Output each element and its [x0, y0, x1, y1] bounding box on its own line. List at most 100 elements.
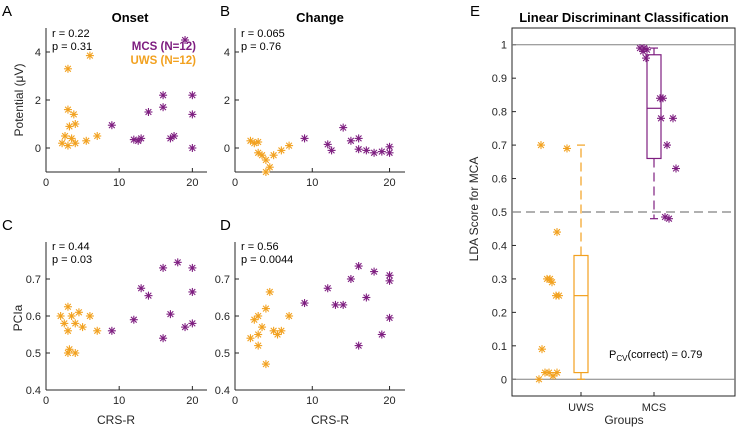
chart-a-mcs-point-0-stroke-3	[108, 121, 116, 129]
chart-a-mcs-point-5-stroke-3	[159, 91, 167, 99]
x-axis-label-crsr-c: CRS-R	[97, 413, 135, 427]
chart-c-uws-point-6	[67, 312, 76, 320]
chart-e-mcs-point-9-stroke-3	[663, 141, 671, 149]
chart-a-mcs-point-11	[188, 110, 197, 119]
chart-b-mcs-point-0	[300, 134, 309, 143]
chart-d-uws-point-2	[254, 312, 263, 320]
chart-e-y-tick-label-2: 0.2	[492, 307, 507, 319]
chart-c-uws-point-1-stroke-3	[61, 320, 68, 327]
chart-title-lda: Linear Discriminant Classification	[519, 10, 729, 25]
chart-b-mcs-point-8	[370, 148, 379, 157]
stat-r-d: r = 0.56	[241, 241, 279, 253]
chart-e-box-uws-iqr	[573, 254, 589, 374]
chart-a-uws-point-8-stroke-3	[72, 120, 79, 128]
chart-d-mcs-point-9	[377, 330, 386, 339]
chart-c-uws-point-1	[60, 319, 69, 328]
chart-d-x-tick-label-1: 10	[306, 395, 318, 407]
chart-d-mcs-point-0	[300, 299, 309, 308]
chart-e-uws-point-0-stroke-3	[537, 141, 545, 149]
panel-b: B Change r = 0.065 p = 0.76	[220, 3, 344, 53]
chart-b-mcs-point-4	[346, 136, 355, 145]
chart-c-mcs-point-8	[181, 323, 190, 332]
chart-e-y-tick-label-6: 0.6	[492, 174, 507, 186]
chart-b-x-tick-label-1: 10	[306, 177, 318, 189]
chart-b-mcs-point-9-stroke-3	[378, 148, 386, 155]
chart-e-uws-point-1	[563, 144, 571, 153]
chart-b-x-tick-label-2: 20	[383, 177, 395, 189]
chart-b-mcs-point-9	[377, 147, 386, 156]
chart-b-x-tick-label-0: 0	[232, 177, 238, 189]
chart-b-uws-point-10	[285, 141, 294, 150]
chart-d-uws-point-1	[250, 315, 259, 324]
chart-c-uws-point-9-stroke-3	[75, 309, 83, 316]
chart-a-y-tick-label-1: 2	[35, 95, 41, 107]
chart-d-uws-point-4-stroke-3	[254, 331, 262, 338]
chart-a-uws-point-12-stroke-3	[93, 132, 101, 140]
chart-d-mcs-point-4-stroke-3	[347, 275, 355, 283]
chart-d-mcs-point-5	[354, 262, 363, 271]
chart-d-mcs-point-10-stroke-3	[386, 277, 393, 285]
chart-b-uws-point-5	[261, 156, 270, 164]
chart-b-mcs-point-5-stroke-3	[355, 145, 362, 153]
chart-b-mcs-point-2	[327, 146, 336, 155]
chart-a-mcs-point-9	[181, 36, 190, 44]
chart-b-mcs-point-11	[385, 148, 394, 157]
chart-a-mcs-point-9-stroke-3	[181, 36, 189, 44]
chart-e-mcs-point-8-stroke-3	[669, 115, 677, 122]
chart-d-y-tick-label-2: 0.6	[215, 311, 230, 323]
chart-e-mcs-point-7-stroke-3	[657, 115, 665, 122]
chart-e-uws-point-7-stroke-3	[555, 292, 563, 299]
chart-e-uws-point-7	[555, 291, 563, 300]
chart-d-uws-point-0-stroke-3	[247, 334, 254, 342]
chart-a-uws-point-12	[93, 132, 102, 140]
stat-p-c: p = 0.03	[52, 254, 92, 266]
chart-e-mcs-point-6	[659, 94, 667, 103]
chart-a-uws-point-11	[85, 51, 94, 60]
chart-e-uws-point-0	[537, 141, 545, 150]
chart-d-mcs-point-11-stroke-3	[386, 272, 393, 279]
y-axis-label-lda: LDA Score for MCA	[467, 157, 481, 262]
chart-b-uws-point-2-stroke-3	[254, 149, 262, 157]
chart-c-mcs-point-1-stroke-3	[130, 316, 138, 323]
chart-c-y-tick-label-2: 0.6	[26, 311, 41, 323]
chart-d-mcs-point-7	[362, 293, 371, 302]
chart-b-uws-point-3	[254, 138, 263, 146]
chart-e-x-tick-label-mcs: MCS	[642, 402, 666, 414]
chart-b-uws-point-4	[258, 151, 267, 160]
chart-e-mcs-point-11-stroke-3	[665, 215, 673, 222]
chart-e-y-tick-label-3: 0.3	[492, 274, 507, 286]
chart-a-x-tick-label-2: 20	[186, 177, 198, 189]
chart-b-uws-point-10-stroke-3	[285, 142, 293, 149]
chart-c-uws-point-9	[74, 308, 83, 317]
chart-b-uws-point-0-stroke-3	[247, 137, 254, 145]
chart-a-uws-point-7-stroke-3	[70, 111, 78, 118]
chart-c-uws-point-7-stroke-3	[72, 349, 79, 357]
chart-d-mcs-point-1-stroke-3	[324, 284, 331, 292]
chart-b-mcs-point-7-stroke-3	[363, 147, 370, 154]
chart-e-uws-point-10-stroke-3	[545, 369, 553, 376]
chart-c-mcs-point-9	[188, 263, 197, 272]
chart-c-uws-point-0-stroke-3	[57, 312, 64, 320]
chart-a-mcs-point-11-stroke-3	[189, 111, 196, 118]
chart-b-mcs-point-7	[362, 146, 371, 155]
chart-e-y-tick-label-7: 0.7	[492, 140, 507, 152]
chart-b-mcs-point-3	[339, 123, 348, 132]
chart-b-mcs-point-4-stroke-3	[347, 137, 355, 145]
chart-a-uws-point-10-stroke-3	[82, 137, 90, 145]
chart-e-uws-point-12	[553, 368, 561, 377]
x-axis-label-crsr-d: CRS-R	[311, 413, 349, 427]
chart-a-uws-point-1	[61, 132, 70, 140]
legend-uws: UWS (N=12)	[131, 55, 197, 67]
chart-a-uws-point-0-stroke-3	[58, 139, 66, 147]
chart-d-uws-point-3	[254, 341, 263, 350]
chart-b-mcs-point-1	[323, 140, 332, 149]
chart-a-x-tick-label-1: 10	[113, 177, 125, 189]
chart-c-mcs-point-11	[188, 319, 197, 328]
panel-a: A Onset r = 0.22 p = 0.31 MCS (N=12) UWS…	[2, 3, 196, 136]
chart-a-mcs-point-4-stroke-3	[145, 108, 152, 116]
panel-d: D r = 0.56 p = 0.0044 CRS-R	[220, 217, 349, 427]
chart-c-mcs-point-2	[137, 284, 146, 293]
chart-a-uws-point-7	[69, 110, 78, 119]
